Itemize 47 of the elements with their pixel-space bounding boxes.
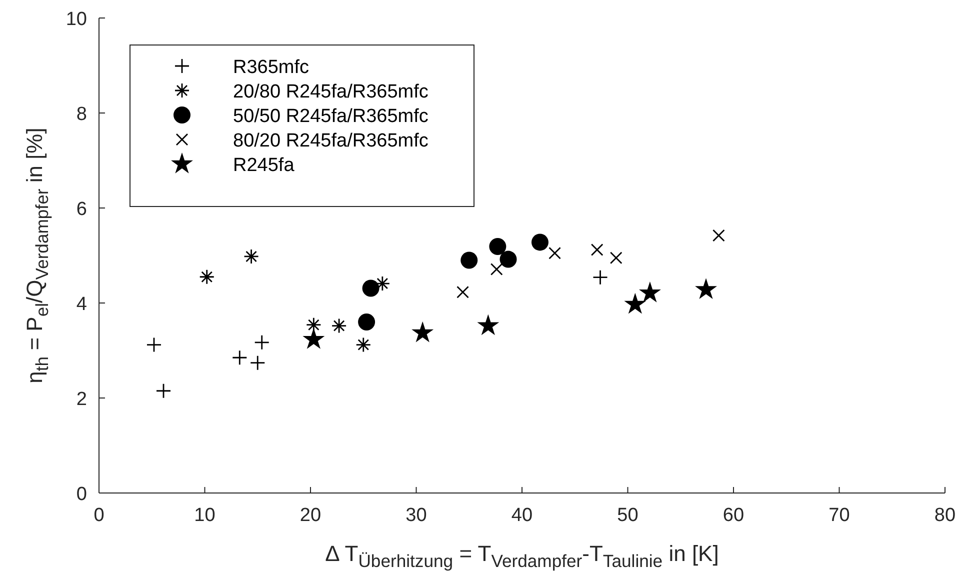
y-tick-label: 4 <box>76 294 88 315</box>
legend-label: R365mfc <box>233 57 310 78</box>
point <box>490 263 503 276</box>
legend-label: 80/20 R245fa/R365mfc <box>233 130 428 152</box>
point <box>638 281 661 302</box>
point <box>199 269 215 285</box>
point <box>244 248 259 264</box>
x-tick-label: 60 <box>722 505 744 526</box>
point <box>254 334 270 350</box>
y-tick-label: 10 <box>66 9 87 30</box>
y-tick-label: 0 <box>76 484 87 505</box>
y-tick-label: 2 <box>76 389 87 410</box>
point <box>232 350 248 366</box>
point <box>362 280 380 297</box>
x-tick-label: 80 <box>934 505 956 526</box>
point <box>624 292 646 314</box>
y-tick-label: 6 <box>76 199 87 220</box>
legend-label: 20/80 R245fa/R365mfc <box>233 82 428 102</box>
x-tick-label: 20 <box>300 505 322 526</box>
point <box>456 286 469 298</box>
point <box>358 314 376 330</box>
y-tick-label: 8 <box>76 104 87 125</box>
point <box>548 246 561 260</box>
x-tick-label: 10 <box>194 505 216 526</box>
point <box>306 317 322 333</box>
x-tick-label: 0 <box>94 505 104 526</box>
point <box>477 314 500 336</box>
point <box>156 383 172 399</box>
x-tick-label: 50 <box>617 505 638 526</box>
point <box>695 278 717 300</box>
point <box>712 229 725 242</box>
point <box>302 328 325 349</box>
x-tick-label: 30 <box>406 505 427 526</box>
x-tick-label: 40 <box>511 505 533 526</box>
point <box>531 234 548 251</box>
x-axis-title: Δ T$_{Überhitzung}$ = T$_{Verdampfer}$-T$_{Taulinie}$ in [K] <box>325 541 719 572</box>
point <box>590 244 604 256</box>
point <box>500 250 517 268</box>
point <box>412 321 434 342</box>
point <box>356 337 372 352</box>
x-tick-label: 70 <box>828 505 850 526</box>
legend-label: 50/50 R245fa/R365mfc <box>233 106 428 127</box>
legend-label: R245fa <box>233 155 295 176</box>
point <box>489 238 506 255</box>
point <box>331 318 347 334</box>
point <box>610 252 622 264</box>
point <box>460 252 478 269</box>
